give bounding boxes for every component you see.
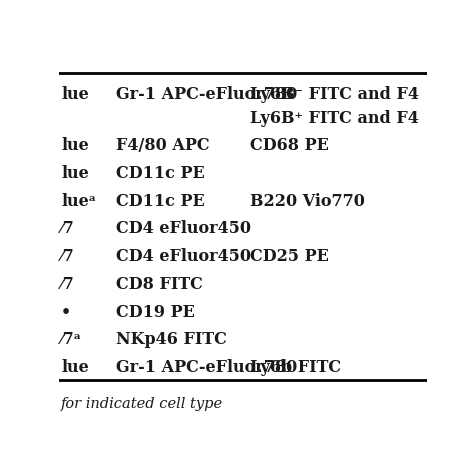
Text: lueᵃ: lueᵃ	[61, 192, 96, 210]
Text: CD68 PE: CD68 PE	[250, 137, 329, 154]
Text: Ly6b FITC: Ly6b FITC	[250, 359, 341, 376]
Text: •: •	[61, 304, 71, 320]
Text: NKp46 FITC: NKp46 FITC	[116, 331, 227, 348]
Text: ⁄7ᵃ: ⁄7ᵃ	[61, 331, 82, 348]
Text: B220 Vio770: B220 Vio770	[250, 192, 365, 210]
Text: Ly6B⁺ FITC and F4: Ly6B⁺ FITC and F4	[250, 109, 419, 127]
Text: lue: lue	[61, 86, 89, 103]
Text: Gr-1 APC-eFluor780: Gr-1 APC-eFluor780	[116, 359, 298, 376]
Text: CD4 eFluor450: CD4 eFluor450	[116, 220, 251, 237]
Text: ⁄7: ⁄7	[61, 276, 75, 293]
Text: lue: lue	[61, 359, 89, 376]
Text: CD11c PE: CD11c PE	[116, 192, 205, 210]
Text: CD19 PE: CD19 PE	[116, 304, 195, 320]
Text: F4/80 APC: F4/80 APC	[116, 137, 210, 154]
Text: ⁄7: ⁄7	[61, 220, 75, 237]
Text: CD11c PE: CD11c PE	[116, 165, 205, 182]
Text: lue: lue	[61, 165, 89, 182]
Text: Ly6B⁻ FITC and F4: Ly6B⁻ FITC and F4	[250, 86, 419, 103]
Text: ⁄7: ⁄7	[61, 248, 75, 265]
Text: CD8 FITC: CD8 FITC	[116, 276, 203, 293]
Text: lue: lue	[61, 137, 89, 154]
Text: Gr-1 APC-eFluor780: Gr-1 APC-eFluor780	[116, 86, 298, 103]
Text: CD4 eFluor450: CD4 eFluor450	[116, 248, 251, 265]
Text: CD25 PE: CD25 PE	[250, 248, 329, 265]
Text: for indicated cell type: for indicated cell type	[61, 397, 223, 411]
